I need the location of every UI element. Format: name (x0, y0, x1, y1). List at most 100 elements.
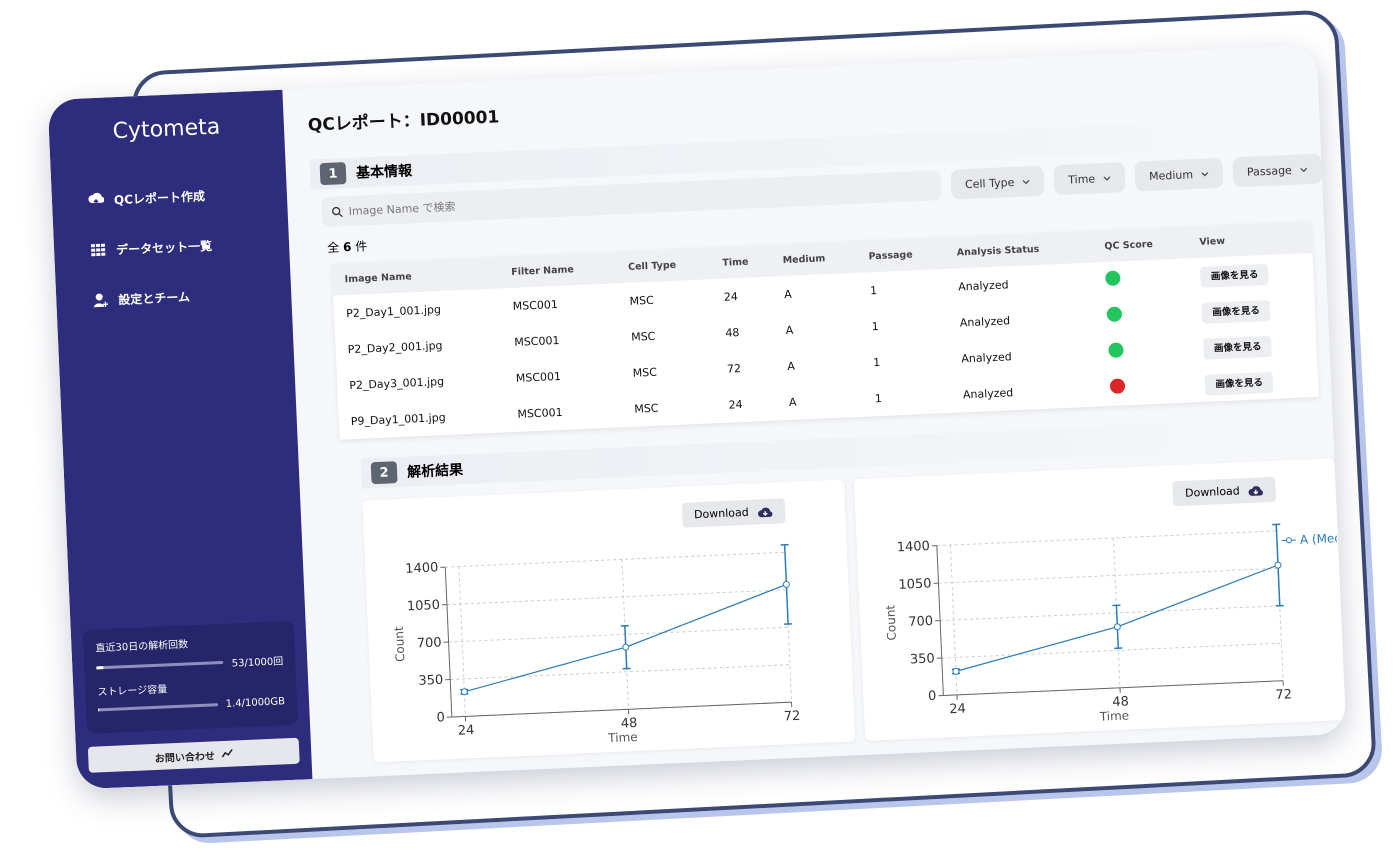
sidebar: Cytometa QCレポート作成データセット一覧 設定とチーム 直近30日の解析… (47, 89, 313, 790)
view-button[interactable]: 画像を見る (1200, 263, 1269, 288)
section-number: 2 (370, 461, 398, 485)
grid-line (450, 664, 790, 681)
table-cell: MSC (634, 401, 659, 416)
table-cell: 1 (872, 355, 881, 369)
x-tick-label: 48 (1112, 694, 1129, 710)
x-axis-label: Time (1098, 708, 1129, 723)
trend-icon (221, 749, 233, 758)
search-icon (332, 206, 343, 217)
legend-label: A (Medium) (1299, 530, 1344, 547)
y-tick-label: 700 (908, 614, 933, 630)
toolbar: Image Name で検索 Cell Type Time Medium Passag… (311, 153, 1323, 228)
column-header: Cell Type (615, 247, 712, 284)
filter-dropdown[interactable]: Time (1053, 162, 1126, 196)
grid-line (458, 566, 466, 717)
x-tick-label: 72 (784, 709, 801, 725)
table-cell (1093, 258, 1190, 298)
column-header: QC Score (1091, 226, 1189, 263)
y-axis-label: Count (883, 604, 899, 641)
table-cell: MSC001 (515, 369, 562, 385)
filter-dropdown[interactable]: Cell Type (950, 165, 1045, 200)
table-cell: 画像を見る (1190, 289, 1316, 330)
count-number: 6 (342, 239, 352, 255)
app-window: Cytometa QCレポート作成データセット一覧 設定とチーム 直近30日の解析… (47, 44, 1347, 790)
contact-label: お問い合わせ (154, 750, 216, 765)
grid-line (939, 605, 1280, 622)
download-button[interactable]: Download (681, 498, 786, 528)
count-suffix: 件 (354, 239, 368, 254)
data-point (951, 667, 959, 675)
qc-dot (1107, 306, 1123, 322)
x-tick-label: 48 (621, 716, 638, 732)
usage-label: 直近30日の解析回数 (95, 639, 189, 655)
table-cell: MSC (632, 365, 658, 380)
y-tick-label: 1050 (898, 576, 932, 592)
x-axis (942, 680, 1283, 697)
chart-card: Download 0 350 700 1050 1400 24 48 72 Time Count (362, 479, 855, 763)
data-point (622, 643, 630, 651)
section-number: 1 (319, 162, 347, 186)
filter-label: Medium (1148, 167, 1194, 183)
search-placeholder: Image Name で検索 (348, 200, 456, 218)
table-cell: MSC (630, 329, 656, 344)
chart: 0 350 700 1050 1400 24 48 72 Time Count (392, 543, 801, 745)
qc-dot (1105, 270, 1122, 287)
column-header: Filter Name (498, 251, 617, 289)
grid-line (448, 626, 789, 643)
y-tick-label: 700 (416, 635, 441, 651)
chart-card: Download 0 350 700 1050 1400 24 48 72 Time Count A … (853, 458, 1346, 741)
view-button[interactable]: 画像を見る (1203, 335, 1272, 360)
legend-marker (1285, 537, 1292, 544)
contact-button[interactable]: お問い合わせ (87, 737, 300, 773)
count-prefix: 全 (326, 240, 340, 255)
table-cell: 72 (726, 361, 742, 376)
usage-row: 直近30日の解析回数 53/1000回 (95, 631, 283, 675)
nav-item[interactable]: QCレポート作成 (51, 167, 288, 227)
chart: 0 350 700 1050 1400 24 48 72 Time Count A (Medium) (883, 523, 1344, 724)
usage-value: 1.4/1000GB (225, 696, 286, 710)
section-title: 基本情報 (355, 163, 413, 182)
view-button[interactable]: 画像を見る (1201, 299, 1271, 324)
table-cell: 画像を見る (1188, 253, 1314, 294)
table-cell: 1 (869, 283, 878, 297)
usage-bar: 53/1000回 (96, 652, 284, 675)
nav-item[interactable]: データセット一覧 (53, 217, 290, 277)
filter-dropdown[interactable]: Passage (1232, 153, 1323, 188)
y-tick-label: 0 (927, 689, 936, 704)
nav-label: データセット一覧 (115, 238, 213, 257)
table-cell: P9_Day1_001.jpg (350, 410, 446, 428)
table-cell: MSC001 (517, 405, 563, 421)
grid-line (936, 530, 1277, 547)
x-tick-label: 72 (1275, 687, 1292, 703)
table-cell: Analyzed (962, 385, 1014, 401)
nav-icon (88, 192, 105, 206)
download-icon (757, 507, 772, 517)
usage-label: ストレージ容量 (97, 684, 168, 699)
table-cell: MSC (629, 293, 655, 308)
brand: Cytometa (112, 114, 221, 145)
usage-track (98, 703, 218, 712)
filter-label: Time (1067, 171, 1096, 187)
qc-dot (1110, 378, 1126, 394)
x-tick-label: 24 (949, 702, 966, 718)
search-box[interactable]: Image Name で検索 (321, 170, 942, 228)
nav-label: 設定とチーム (118, 289, 191, 307)
filter-dropdown[interactable]: Medium (1134, 157, 1224, 192)
data-point (1113, 623, 1121, 631)
column-header: Medium (770, 240, 858, 277)
table-cell: 画像を見る (1193, 361, 1319, 402)
nav-item[interactable]: 設定とチーム (55, 267, 292, 327)
download-button[interactable]: Download (1172, 476, 1277, 507)
grid-line (446, 589, 787, 606)
column-header: Time (709, 244, 772, 280)
section-title: 解析結果 (406, 462, 464, 481)
table-cell (1096, 330, 1193, 370)
grid-line (941, 642, 1281, 659)
usage-row: ストレージ容量 1.4/1000GB (97, 675, 285, 715)
main: QCレポート：ID00001 1 基本情報 Image Name で検索 Cell… (282, 45, 1346, 779)
y-axis (444, 567, 453, 718)
table-cell: A (788, 395, 797, 409)
table-cell: MSC001 (512, 297, 559, 313)
view-button[interactable]: 画像を見る (1205, 371, 1274, 396)
table-cell (1098, 366, 1195, 406)
